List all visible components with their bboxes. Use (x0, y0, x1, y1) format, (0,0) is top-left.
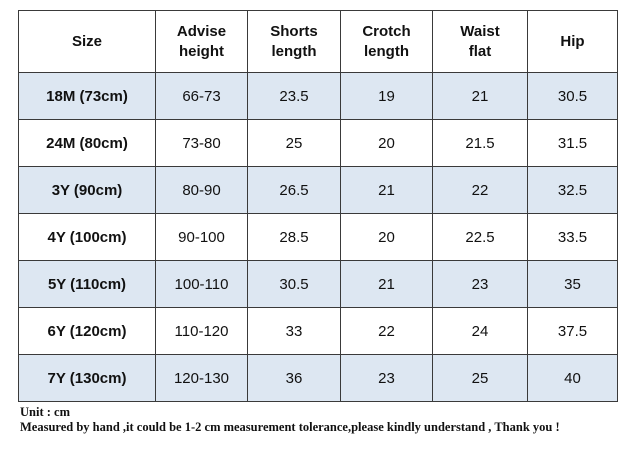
table-cell: 22 (432, 166, 528, 214)
table-cell: 73-80 (155, 119, 248, 167)
table-cell: 21 (340, 260, 433, 308)
table-cell: 25 (247, 119, 341, 167)
table-cell: 32.5 (527, 166, 618, 214)
table-cell: 66-73 (155, 72, 248, 120)
table-cell: 110-120 (155, 307, 248, 355)
size-cell: 4Y (100cm) (18, 213, 156, 261)
header-text: Shorts length (270, 22, 318, 60)
table-row: 6Y (120cm) 110-120 33 22 24 37.5 (18, 307, 618, 355)
table-cell: 31.5 (527, 119, 618, 167)
header-cell: Size (18, 10, 156, 73)
size-cell: 6Y (120cm) (18, 307, 156, 355)
header-text: Hip (560, 32, 585, 50)
header-cell: Advise height (155, 10, 248, 73)
tolerance-note: Measured by hand ,it could be 1-2 cm mea… (20, 420, 560, 434)
table-cell: 22 (340, 307, 433, 355)
table-cell: 36 (247, 354, 341, 402)
table-cell: 19 (340, 72, 433, 120)
table-row: 18M (73cm) 66-73 23.5 19 21 30.5 (18, 72, 618, 120)
table-cell: 33.5 (527, 213, 618, 261)
footer: Unit : cm Measured by hand ,it could be … (20, 405, 560, 435)
table-cell: 35 (527, 260, 618, 308)
size-cell: 3Y (90cm) (18, 166, 156, 214)
header-row: Size Advise height Shorts length Crotch len… (18, 10, 618, 73)
size-cell: 5Y (110cm) (18, 260, 156, 308)
table-cell: 25 (432, 354, 528, 402)
table-cell: 30.5 (247, 260, 341, 308)
size-cell: 24M (80cm) (18, 119, 156, 167)
table-cell: 120-130 (155, 354, 248, 402)
table-cell: 23.5 (247, 72, 341, 120)
table-cell: 21 (340, 166, 433, 214)
table-cell: 23 (432, 260, 528, 308)
table-cell: 33 (247, 307, 341, 355)
table-cell: 28.5 (247, 213, 341, 261)
table-cell: 37.5 (527, 307, 618, 355)
header-text: Waist flat (460, 22, 500, 60)
header-text: Size (71, 32, 102, 50)
table-cell: 20 (340, 213, 433, 261)
table-row: 24M (80cm) 73-80 25 20 21.5 31.5 (18, 119, 618, 167)
header-cell: Shorts length (247, 10, 341, 73)
table-cell: 21.5 (432, 119, 528, 167)
size-cell: 18M (73cm) (18, 72, 156, 120)
unit-note: Unit : cm (20, 405, 70, 419)
table-cell: 90-100 (155, 213, 248, 261)
table-cell: 22.5 (432, 213, 528, 261)
table-row: 5Y (110cm) 100-110 30.5 21 23 35 (18, 260, 618, 308)
table-cell: 20 (340, 119, 433, 167)
table-row: 4Y (100cm) 90-100 28.5 20 22.5 33.5 (18, 213, 618, 261)
header-text: Crotch length (362, 22, 411, 60)
table-cell: 24 (432, 307, 528, 355)
table-cell: 40 (527, 354, 618, 402)
header-text: Advise height (176, 22, 227, 60)
table-cell: 80-90 (155, 166, 248, 214)
table-row: 7Y (130cm) 120-130 36 23 25 40 (18, 354, 618, 402)
size-table: Size Advise height Shorts length Crotch len… (18, 10, 618, 402)
table-cell: 21 (432, 72, 528, 120)
table-cell: 100-110 (155, 260, 248, 308)
table-cell: 26.5 (247, 166, 341, 214)
size-cell: 7Y (130cm) (18, 354, 156, 402)
table-cell: 23 (340, 354, 433, 402)
header-cell: Waist flat (432, 10, 528, 73)
table-row: 3Y (90cm) 80-90 26.5 21 22 32.5 (18, 166, 618, 214)
header-cell: Hip (527, 10, 618, 73)
table-cell: 30.5 (527, 72, 618, 120)
header-cell: Crotch length (340, 10, 433, 73)
